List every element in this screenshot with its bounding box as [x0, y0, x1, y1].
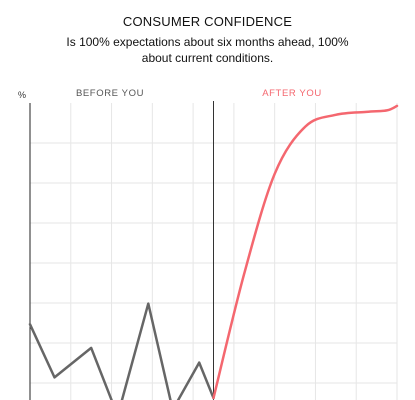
region-label-after: AFTER YOU — [262, 88, 322, 99]
chart-subtitle: Is 100% expectations about six months ah… — [66, 35, 349, 65]
series-layer — [28, 104, 399, 400]
y-axis-label: % — [18, 90, 26, 100]
series-line-before — [28, 302, 215, 400]
region-label-before: BEFORE YOU — [76, 88, 144, 99]
chart-title: CONSUMER CONFIDENCE — [122, 14, 293, 29]
series-line-after — [212, 104, 399, 400]
